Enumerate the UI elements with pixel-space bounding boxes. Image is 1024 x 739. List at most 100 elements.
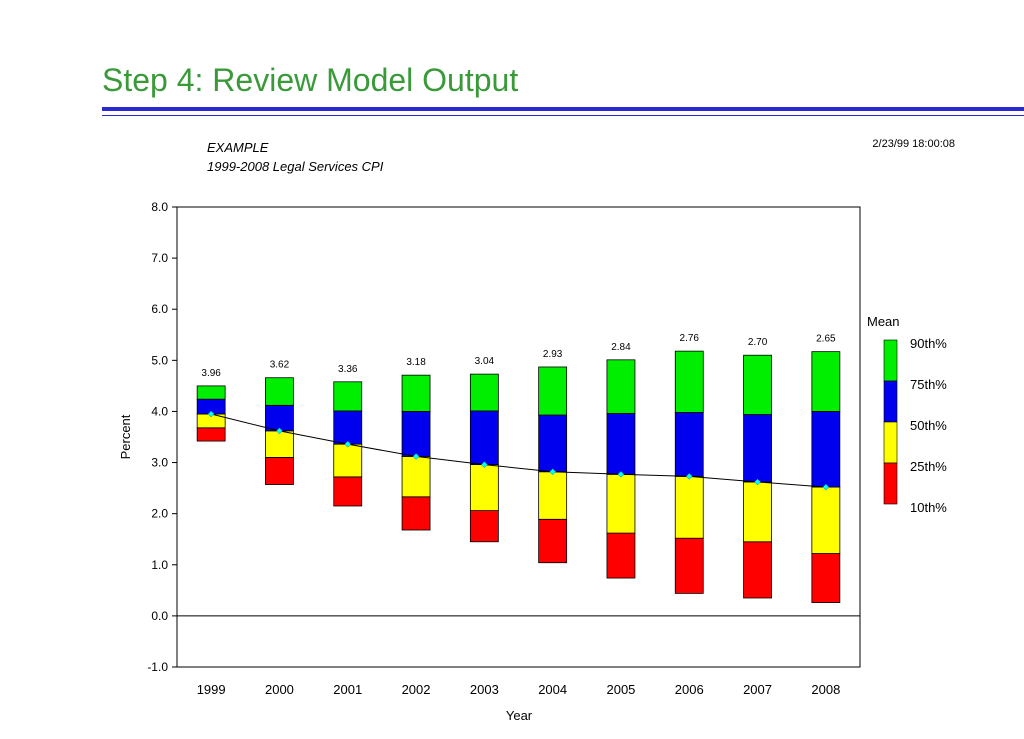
- y-tick-label: 3.0: [151, 456, 168, 470]
- x-tick-label: 2002: [402, 682, 431, 697]
- mean-data-label: 2.65: [816, 334, 836, 345]
- bar-band-10-25: [401, 496, 431, 531]
- bar-band-25-50: [674, 475, 704, 539]
- y-tick-label: 2.0: [151, 507, 168, 521]
- mean-data-label: 2.76: [680, 333, 700, 344]
- bar-band-10-25: [333, 476, 363, 507]
- x-tick-label: 2003: [470, 682, 499, 697]
- slide-title: Step 4: Review Model Output: [102, 62, 519, 98]
- bar-band-75-90: [265, 377, 294, 406]
- x-tick-label: 2004: [538, 682, 567, 697]
- bar-band-25-50: [265, 430, 294, 458]
- x-tick-label: 2001: [333, 682, 362, 697]
- chart-timestamp: 2/23/99 18:00:08: [872, 138, 955, 150]
- x-tick-label: 2005: [606, 682, 635, 697]
- median-point: [344, 440, 352, 448]
- median-point: [754, 478, 761, 486]
- median-point: [822, 483, 830, 491]
- y-tick-label: 5.0: [151, 353, 168, 367]
- y-tick-label: 8.0: [151, 200, 168, 214]
- y-tick-label: 4.0: [151, 404, 168, 418]
- bar-band-25-50: [469, 464, 499, 512]
- x-tick-label: 2007: [743, 682, 772, 697]
- mean-data-label: 3.62: [270, 360, 290, 371]
- bar-band-75-90: [196, 385, 226, 400]
- bar-band-50-75: [674, 412, 704, 477]
- median-point: [207, 410, 215, 418]
- median-point: [685, 473, 693, 480]
- bar-band-50-75: [333, 410, 363, 445]
- legend-swatch: [883, 380, 898, 423]
- bar-band-25-50: [743, 481, 772, 543]
- median-point: [617, 470, 625, 478]
- bar-band-75-90: [469, 373, 499, 412]
- legend-swatch: [883, 339, 898, 382]
- mean-data-label: 2.70: [748, 337, 768, 348]
- mean-data-label: 3.04: [475, 356, 495, 367]
- x-tick-label: 2000: [265, 682, 294, 697]
- legend-label: 25th%: [910, 459, 947, 474]
- y-tick-label: 1.0: [151, 558, 168, 572]
- bar-band-50-75: [265, 404, 294, 432]
- bar-band-50-75: [606, 413, 636, 475]
- bar-band-10-25: [606, 532, 636, 579]
- y-tick-label: -1.0: [147, 660, 168, 674]
- bar-band-10-25: [265, 457, 294, 485]
- bar-band-10-25: [743, 541, 772, 599]
- title-rule-thick: [102, 107, 1024, 111]
- x-axis-label: Year: [506, 708, 533, 723]
- y-axis-label: Percent: [118, 414, 133, 459]
- bar-band-50-75: [743, 414, 772, 483]
- bar-band-50-75: [811, 411, 841, 488]
- bar-band-25-50: [333, 443, 363, 478]
- legend: 90th% 75th% 50th% 25th% 10th%: [883, 336, 947, 515]
- mean-data-label: 3.36: [338, 364, 358, 375]
- bar-band-50-75: [469, 410, 499, 465]
- bar-band-75-90: [674, 350, 704, 413]
- median-point: [412, 453, 420, 460]
- median-point: [480, 461, 488, 468]
- x-tick-label: 2008: [811, 682, 840, 697]
- chart-title: EXAMPLE: [207, 140, 269, 155]
- bar-band-50-75: [538, 414, 568, 473]
- mean-data-label: 2.93: [543, 349, 563, 360]
- median-point: [549, 468, 557, 476]
- legend-title: Mean: [867, 314, 900, 329]
- bar-band-25-50: [811, 486, 841, 554]
- bar-band-10-25: [811, 553, 841, 603]
- chart-subtitle: 1999-2008 Legal Services CPI: [207, 159, 384, 174]
- x-tick-label: 1999: [197, 682, 226, 697]
- plot-frame: [176, 206, 861, 668]
- bar-band-25-50: [606, 473, 636, 534]
- median-line: [211, 413, 826, 488]
- x-tick-label: 2006: [675, 682, 704, 697]
- bar-band-75-90: [538, 366, 568, 416]
- bar-band-75-90: [333, 381, 363, 412]
- mean-data-label: 3.96: [201, 368, 221, 379]
- bar-band-75-90: [811, 351, 841, 412]
- legend-swatch: [883, 421, 898, 464]
- legend-swatch: [883, 462, 898, 505]
- median-point: [276, 427, 283, 435]
- bar-band-25-50: [401, 456, 431, 498]
- bar-band-75-90: [401, 374, 431, 412]
- bar-band-75-90: [606, 359, 636, 414]
- bar-band-25-50: [538, 471, 568, 520]
- bar-band-75-90: [743, 354, 772, 415]
- legend-label: 90th%: [910, 336, 947, 351]
- title-rule-thin: [102, 115, 1024, 116]
- y-tick-label: 0.0: [151, 609, 168, 623]
- mean-data-label: 3.18: [406, 357, 426, 368]
- legend-label: 50th%: [910, 418, 947, 433]
- plot-area: 8.0 7.0 6.0 5.0 4.0 3.0 2.0 1.0 0.0 -1.0 1999 3.96 2…: [147, 200, 861, 697]
- bar-band-10-25: [538, 518, 568, 564]
- legend-label: 10th%: [910, 500, 947, 515]
- y-tick-label: 6.0: [151, 302, 168, 316]
- mean-data-label: 2.84: [611, 342, 631, 353]
- bar-band-10-25: [469, 510, 499, 543]
- bar-band-50-75: [401, 411, 431, 457]
- bar-band-10-25: [674, 537, 704, 594]
- y-tick-label: 7.0: [151, 251, 168, 265]
- bar-band-10-25: [196, 427, 226, 442]
